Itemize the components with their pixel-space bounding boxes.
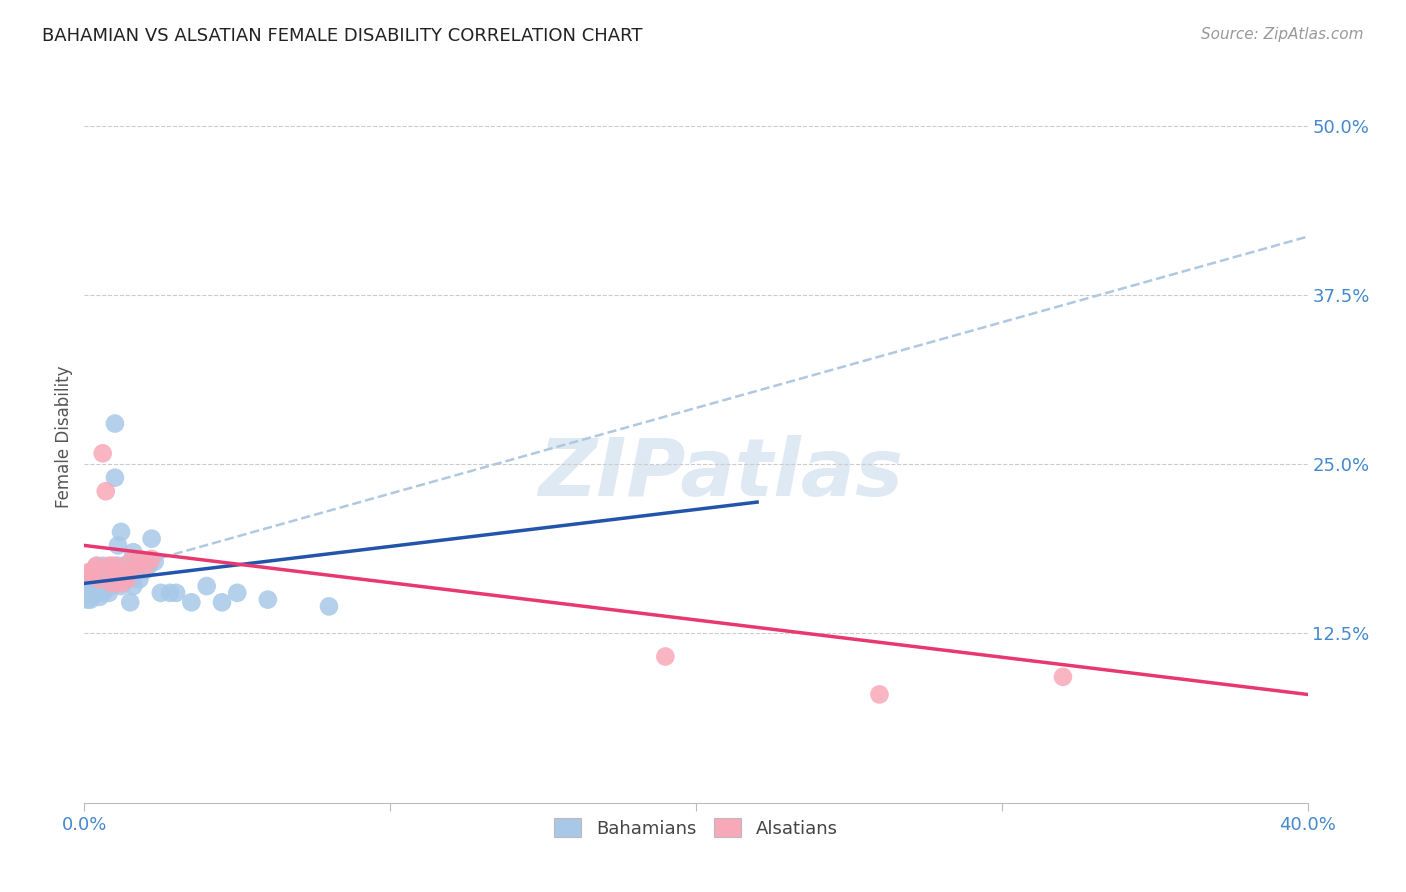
Point [76, 566, 98, 580]
Point [83, 568, 105, 582]
Point [91, 572, 114, 586]
Point [135, 563, 157, 577]
Point [86, 586, 108, 600]
Point [83, 586, 105, 600]
Point [83, 582, 105, 596]
Point [138, 558, 160, 573]
Point [195, 579, 218, 593]
Point [94, 563, 117, 577]
Point [165, 586, 187, 600]
Point [115, 572, 138, 586]
Point [1052, 670, 1074, 684]
Point [211, 595, 233, 609]
Point [86, 558, 108, 573]
Point [112, 566, 135, 580]
Point [318, 599, 340, 614]
Point [104, 572, 127, 586]
Point [159, 586, 181, 600]
Point [141, 552, 163, 566]
Text: ZIPatlas: ZIPatlas [538, 434, 903, 513]
Point [128, 552, 150, 566]
Point [76, 586, 98, 600]
Point [110, 576, 132, 591]
Point [101, 576, 124, 591]
Point [97, 558, 120, 573]
Point [226, 586, 249, 600]
Point [94, 582, 117, 596]
Point [149, 586, 172, 600]
Point [120, 555, 142, 569]
Point [122, 545, 145, 559]
Point [79, 592, 101, 607]
Point [91, 566, 114, 580]
Point [143, 555, 166, 569]
Point [89, 590, 111, 604]
Point [79, 576, 101, 591]
Point [112, 558, 135, 573]
Point [83, 563, 105, 577]
Point [107, 538, 129, 552]
Point [86, 572, 108, 586]
Point [104, 558, 127, 573]
Point [89, 566, 111, 580]
Point [79, 582, 101, 596]
Point [76, 592, 98, 607]
Point [97, 579, 120, 593]
Point [104, 471, 127, 485]
Point [76, 579, 98, 593]
Point [120, 595, 142, 609]
Legend: Bahamians, Alsatians: Bahamians, Alsatians [547, 811, 845, 845]
Point [128, 572, 150, 586]
Point [83, 576, 105, 591]
Point [141, 532, 163, 546]
Point [107, 558, 129, 573]
Text: Source: ZipAtlas.com: Source: ZipAtlas.com [1201, 27, 1364, 42]
Text: BAHAMIAN VS ALSATIAN FEMALE DISABILITY CORRELATION CHART: BAHAMIAN VS ALSATIAN FEMALE DISABILITY C… [42, 27, 643, 45]
Point [79, 572, 101, 586]
Point [654, 649, 676, 664]
Point [86, 558, 108, 573]
Point [257, 592, 280, 607]
Point [107, 568, 129, 582]
Point [86, 579, 108, 593]
Point [101, 558, 124, 573]
Point [110, 524, 132, 539]
Point [122, 579, 145, 593]
Point [97, 586, 120, 600]
Point [79, 568, 101, 582]
Point [91, 446, 114, 460]
Point [94, 572, 117, 586]
Point [122, 563, 145, 577]
Point [83, 566, 105, 580]
Point [89, 572, 111, 586]
Point [79, 568, 101, 582]
Point [125, 566, 148, 580]
Point [135, 558, 157, 573]
Point [94, 484, 117, 499]
Point [115, 572, 138, 586]
Point [180, 595, 202, 609]
Point [101, 579, 124, 593]
Point [91, 558, 114, 573]
Point [89, 582, 111, 596]
Point [91, 586, 114, 600]
Point [131, 555, 153, 569]
Y-axis label: Female Disability: Female Disability [55, 366, 73, 508]
Point [89, 576, 111, 591]
Point [110, 579, 132, 593]
Point [869, 688, 891, 702]
Point [104, 417, 127, 431]
Point [97, 568, 120, 582]
Point [89, 579, 111, 593]
